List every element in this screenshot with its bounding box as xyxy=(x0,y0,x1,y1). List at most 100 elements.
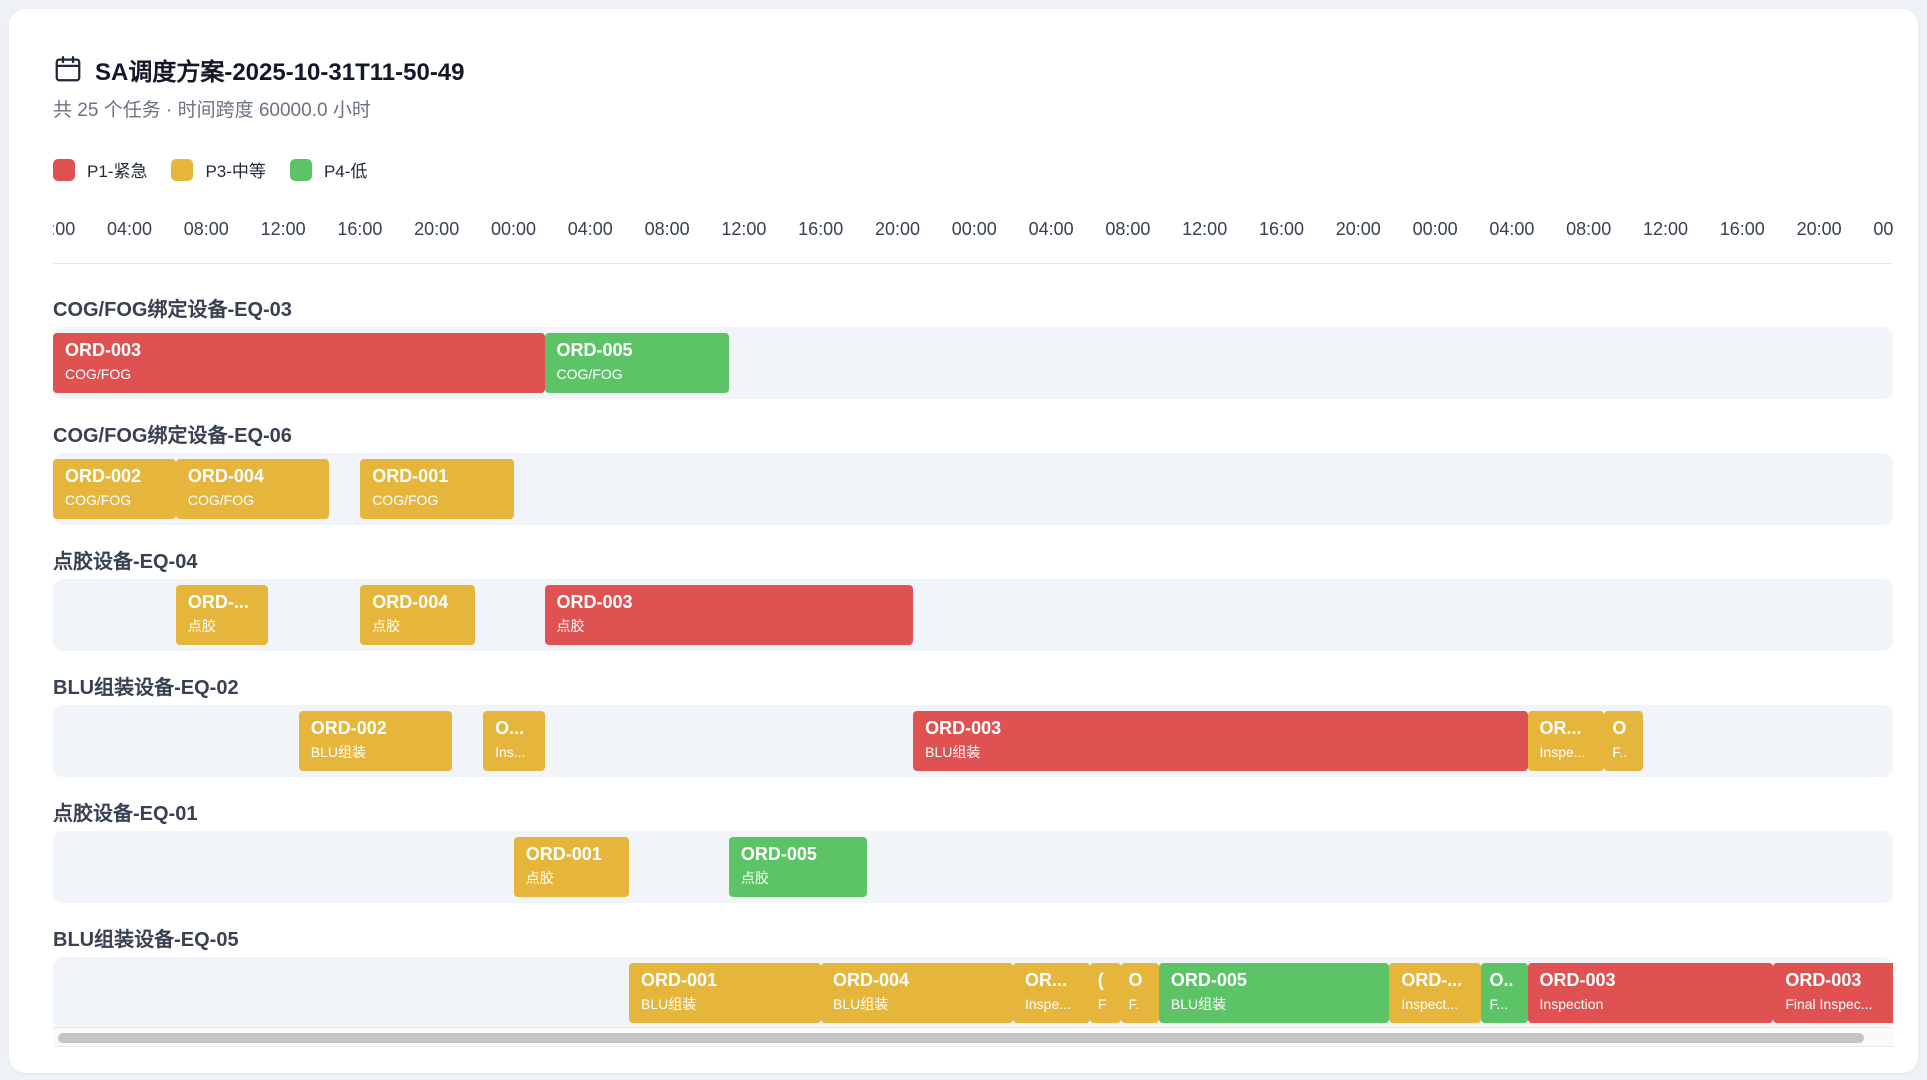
task-order: ORD-003 xyxy=(1785,970,1862,990)
task-bar[interactable]: ORD-003 BLU组装 xyxy=(913,711,1528,771)
equipment-lane: ORD-001 点胶 ORD-005 点胶 xyxy=(53,831,1893,903)
task-bar[interactable]: ORD-002 COG/FOG xyxy=(53,459,176,519)
calendar-icon xyxy=(55,56,81,82)
task-operation: COG/FOG xyxy=(65,366,132,382)
task-bar[interactable]: (F xyxy=(1089,963,1121,1023)
task-bar[interactable]: ORD-003 COG/FOG xyxy=(53,333,545,393)
time-tick: 00:00 xyxy=(951,219,997,239)
task-operation: Inspe... xyxy=(1539,744,1586,760)
task-order: ORD-002 xyxy=(65,466,142,486)
task-order: ORD-004 xyxy=(187,466,264,486)
task-operation: COG/FOG xyxy=(556,366,623,382)
time-tick: 20:00 xyxy=(1796,219,1842,239)
legend-label: P1-紧急 xyxy=(87,162,148,181)
task-bar[interactable]: ORD-005 BLU组装 xyxy=(1158,963,1390,1023)
task-order: ( xyxy=(1097,970,1104,990)
equipment-label: 点胶设备-EQ-04 xyxy=(53,551,198,573)
time-tick: 00:00 xyxy=(1873,219,1893,239)
equipment-lane: ORD-... 点胶 ORD-004 点胶 ORD-003 点胶 xyxy=(53,579,1893,651)
equipment-lane: ORD-002 BLU组装 O... Ins... ORD-003 BLU组装 OR... I… xyxy=(53,705,1893,777)
task-operation: BLU组装 xyxy=(925,744,981,760)
task-bar[interactable]: ORD-003 点胶 xyxy=(544,585,914,645)
time-tick: 16:00 xyxy=(1258,219,1305,239)
equipment-lane: ORD-002 COG/FOG ORD-004 COG/FOG ORD-001 COG/F… xyxy=(53,453,1893,525)
time-tick: 04:00 xyxy=(1028,219,1074,239)
time-tick: 08:00 xyxy=(644,219,690,239)
equipment-lane: ORD-001 BLU组装 ORD-004 BLU组装 OR... Inspe...(F O… xyxy=(53,957,1893,1029)
task-operation: BLU组装 xyxy=(641,996,697,1012)
legend: P1-紧急 P3-中等 P4-低 xyxy=(53,157,391,182)
task-order: ORD-... xyxy=(1401,970,1463,990)
task-bar[interactable]: ORD-001 COG/FOG xyxy=(360,459,514,519)
equipment-label: BLU组装设备-EQ-02 xyxy=(53,677,239,699)
time-tick: 12:00 xyxy=(260,219,306,239)
task-order: ORD-001 xyxy=(372,466,449,486)
time-tick: 12:00 xyxy=(721,219,767,239)
time-tick: 04:00 xyxy=(567,219,613,239)
task-bar[interactable]: ORD-004 BLU组装 xyxy=(821,963,1013,1023)
task-bar[interactable]: ORD-001 BLU组装 xyxy=(629,963,821,1023)
task-bar[interactable]: ORD-004 点胶 xyxy=(360,585,476,645)
task-bar[interactable]: ORD-004 COG/FOG xyxy=(175,459,330,519)
scrollbar-thumb[interactable] xyxy=(58,1033,1864,1043)
task-operation: 点胶 xyxy=(740,870,769,886)
page-subtitle: 共 25 个任务 · 时间跨度 60000.0 小时 xyxy=(53,100,371,121)
task-order: O xyxy=(1612,718,1627,738)
task-operation: COG/FOG xyxy=(187,492,254,508)
task-bar[interactable]: ORD-001 点胶 xyxy=(513,837,629,897)
time-tick: 04:00 xyxy=(1489,219,1535,239)
task-bar[interactable]: ORD-005 COG/FOG xyxy=(544,333,729,393)
task-bar[interactable]: O F. xyxy=(1120,963,1159,1023)
task-operation: F... xyxy=(1489,996,1509,1012)
time-tick: 08:00 xyxy=(183,219,229,239)
task-bar[interactable]: ORD-005 点胶 xyxy=(728,837,868,897)
legend-swatch xyxy=(289,158,312,181)
task-operation: 点胶 xyxy=(556,618,585,634)
task-order: ORD-002 xyxy=(310,718,387,738)
task-bar[interactable]: ORD-002 BLU组装 xyxy=(298,711,453,771)
task-operation: 点胶 xyxy=(372,618,401,634)
time-tick: 00:00 xyxy=(490,219,537,239)
legend-item-p4: P4-低 xyxy=(289,157,368,182)
task-operation: COG/FOG xyxy=(372,492,439,508)
task-bar[interactable]: ORD-003 Inspection xyxy=(1527,963,1774,1023)
time-tick: 16:00 xyxy=(798,219,844,239)
equipment-label: BLU组装设备-EQ-05 xyxy=(53,929,239,951)
equipment-label: 点胶设备-EQ-01 xyxy=(53,803,198,825)
time-tick: 08:00 xyxy=(1566,219,1612,239)
task-bar[interactable]: OR... Inspe... xyxy=(1527,711,1605,771)
task-bar[interactable]: O F.. xyxy=(1604,711,1643,771)
task-order: ORD-003 xyxy=(1539,970,1616,990)
time-tick: 20:00 xyxy=(414,219,460,239)
time-tick: 20:00 xyxy=(1335,219,1381,239)
time-tick: 12:00 xyxy=(1182,219,1228,239)
equipment-label: COG/FOG绑定设备-EQ-03 xyxy=(53,299,292,321)
task-bar[interactable]: OR... Inspe... xyxy=(1013,963,1090,1023)
time-tick: 00:00 xyxy=(53,219,76,239)
header: SA调度方案-2025-10-31T11-50-49 共 25 个任务 · 时间… xyxy=(53,53,465,122)
task-bar[interactable]: ORD-... Inspect... xyxy=(1389,963,1482,1023)
task-order: O... xyxy=(495,718,525,738)
time-tick: 20:00 xyxy=(874,219,921,239)
task-order: ORD-... xyxy=(187,592,249,612)
task-order: ORD-005 xyxy=(740,844,817,864)
legend-label: P4-低 xyxy=(323,162,368,181)
task-operation: F.. xyxy=(1612,744,1628,760)
task-operation: COG/FOG xyxy=(65,492,132,508)
task-bar[interactable]: ORD-003 Final Inspec... xyxy=(1773,963,1893,1023)
legend-swatch xyxy=(171,158,194,181)
task-operation: BLU组装 xyxy=(1170,996,1227,1012)
page-title: SA调度方案-2025-10-31T11-50-49 xyxy=(95,58,465,86)
task-operation: Inspection xyxy=(1539,996,1604,1012)
task-operation: Final Inspec... xyxy=(1785,996,1873,1012)
horizontal-scrollbar[interactable] xyxy=(53,1027,1893,1047)
task-order: ORD-003 xyxy=(925,718,1002,738)
task-bar[interactable]: O... Ins... xyxy=(483,711,545,771)
equipment-label: COG/FOG绑定设备-EQ-06 xyxy=(53,425,292,447)
task-order: ORD-001 xyxy=(525,844,602,864)
legend-item-p1: P1-紧急 xyxy=(53,157,147,182)
task-bar[interactable]: O.. F... xyxy=(1481,963,1528,1023)
task-order: ORD-001 xyxy=(641,970,718,990)
task-order: ORD-005 xyxy=(556,340,633,360)
task-bar[interactable]: ORD-... 点胶 xyxy=(175,585,269,645)
